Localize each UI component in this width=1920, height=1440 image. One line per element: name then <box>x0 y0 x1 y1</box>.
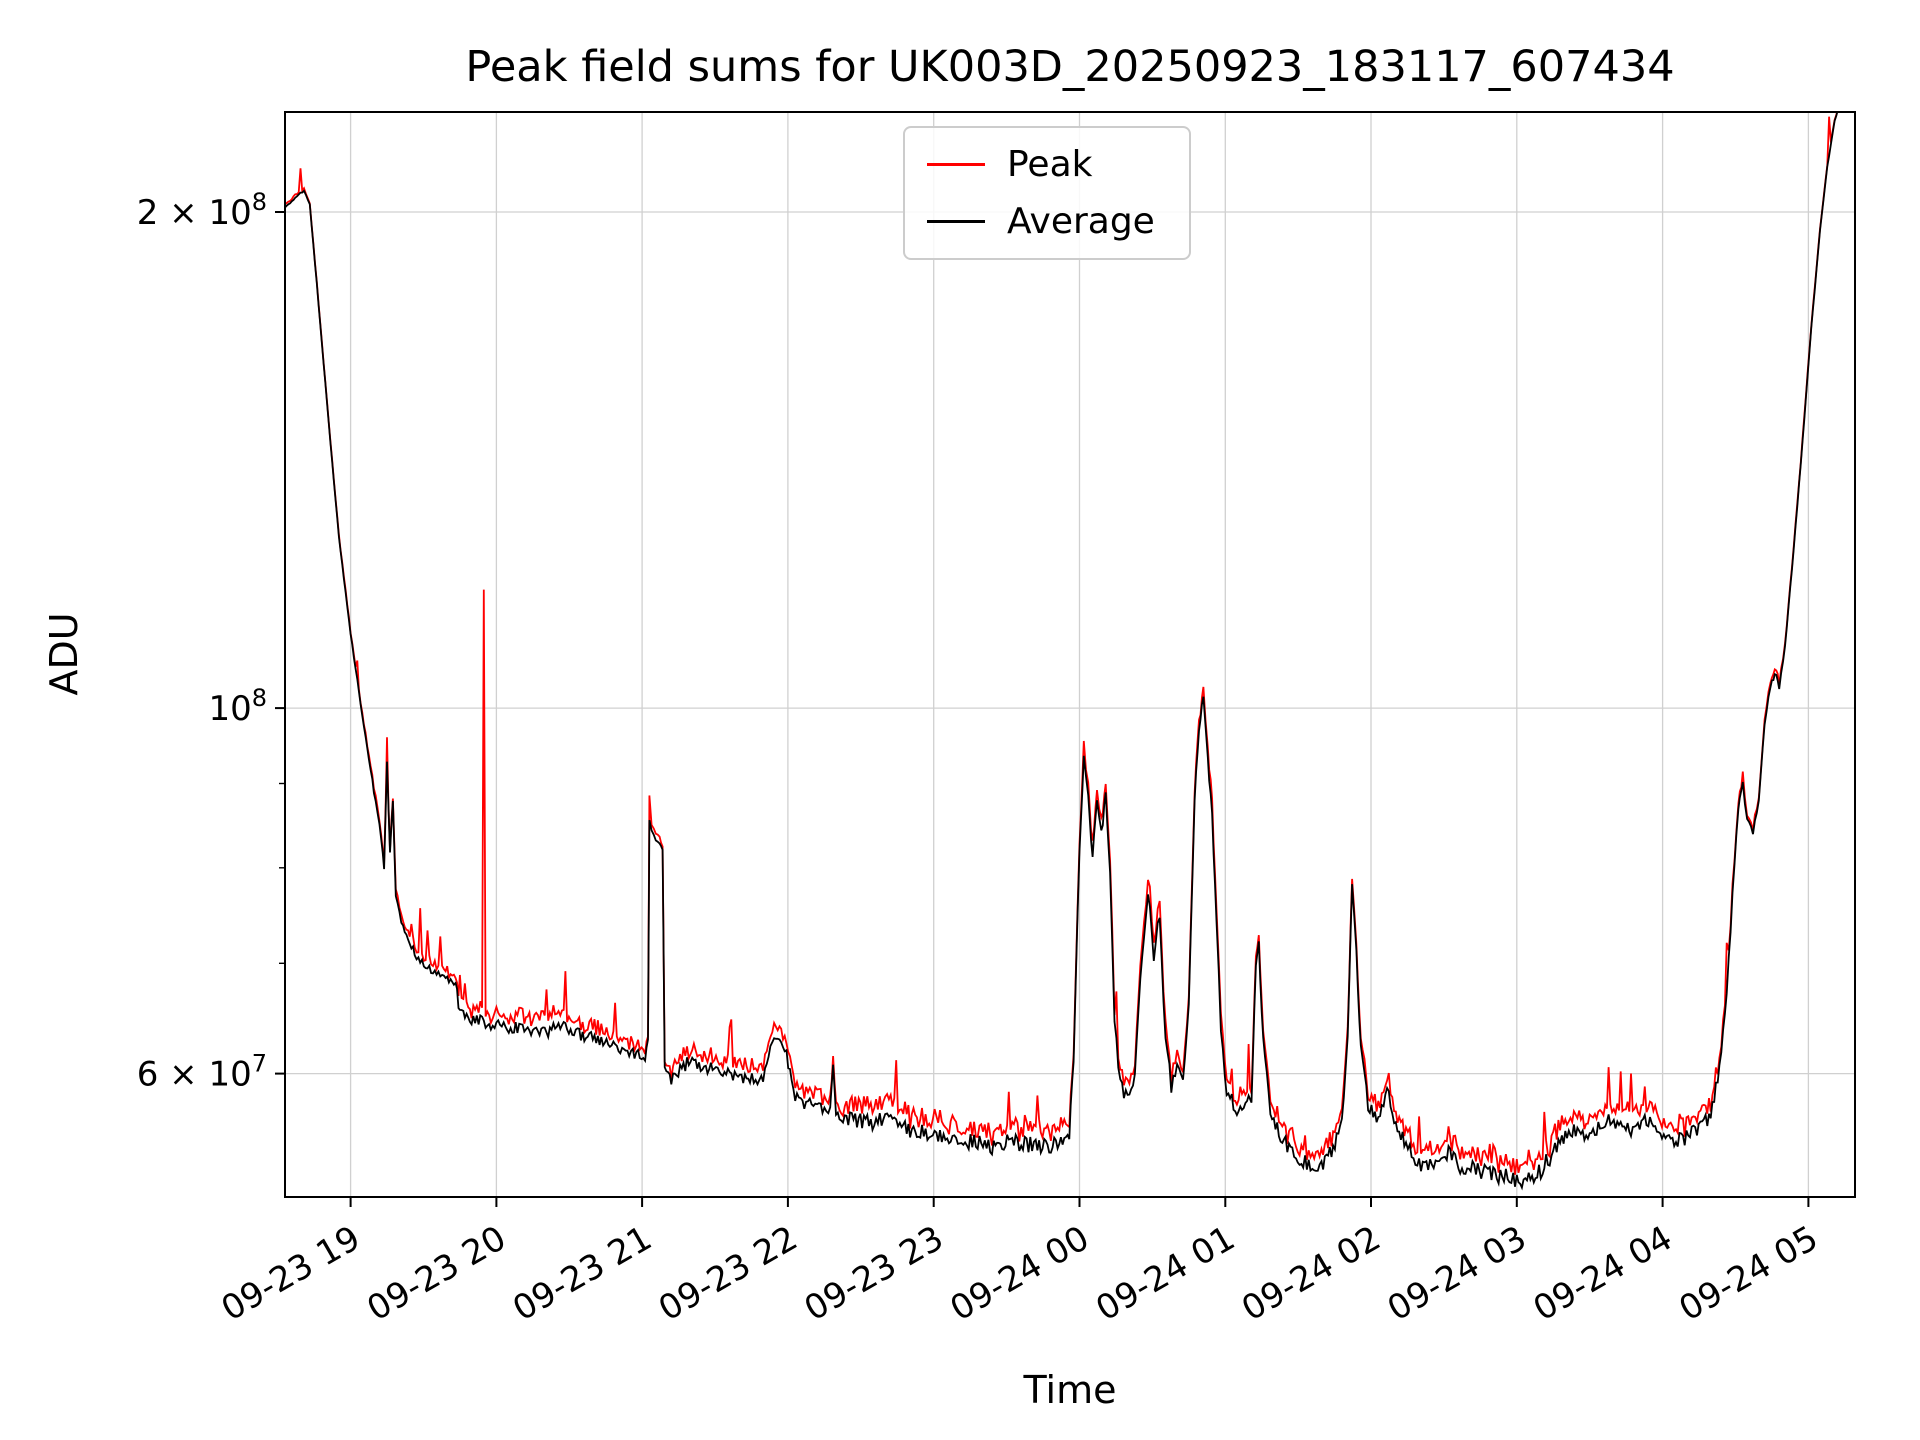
series-group <box>285 112 1839 1191</box>
x-tick-label: 09-24 05 <box>1673 1218 1825 1329</box>
axes-spines <box>284 111 1856 1198</box>
y-tick-label: 6 × 107 <box>137 1050 267 1095</box>
y-tick-label: 108 <box>208 684 267 729</box>
chart-title: Peak field sums for UK003D_20250923_1831… <box>465 42 1675 92</box>
legend-label-peak: Peak <box>1007 144 1093 185</box>
y-tick-label: 2 × 108 <box>137 188 267 233</box>
legend-item-average: Average <box>927 199 1155 244</box>
x-tick-label: 09-24 04 <box>1527 1218 1679 1329</box>
x-tick-label: 09-24 03 <box>1381 1218 1533 1329</box>
x-tick-label: 09-23 20 <box>361 1218 513 1329</box>
average-line-swatch <box>927 220 985 223</box>
x-tick-label: 09-24 01 <box>1089 1218 1241 1329</box>
peak-line-swatch <box>927 163 985 166</box>
x-axis-label: Time <box>1023 1368 1117 1412</box>
x-tick-label: 09-23 23 <box>798 1218 950 1329</box>
x-tick-label: 09-23 19 <box>215 1218 367 1329</box>
x-tick-label: 09-23 22 <box>652 1218 804 1329</box>
x-tick-label: 09-24 02 <box>1235 1218 1387 1329</box>
legend-item-peak: Peak <box>927 142 1155 187</box>
grid <box>285 112 1855 1197</box>
average-series-line <box>285 112 1839 1191</box>
legend-label-average: Average <box>1007 201 1155 242</box>
y-axis-label: ADU <box>42 612 86 696</box>
x-tick-label: 09-24 00 <box>944 1218 1096 1329</box>
legend: Peak Average <box>903 126 1191 260</box>
ticks <box>275 211 1810 1207</box>
peak-series-line <box>285 112 1838 1175</box>
x-tick-label: 09-23 21 <box>506 1218 658 1329</box>
